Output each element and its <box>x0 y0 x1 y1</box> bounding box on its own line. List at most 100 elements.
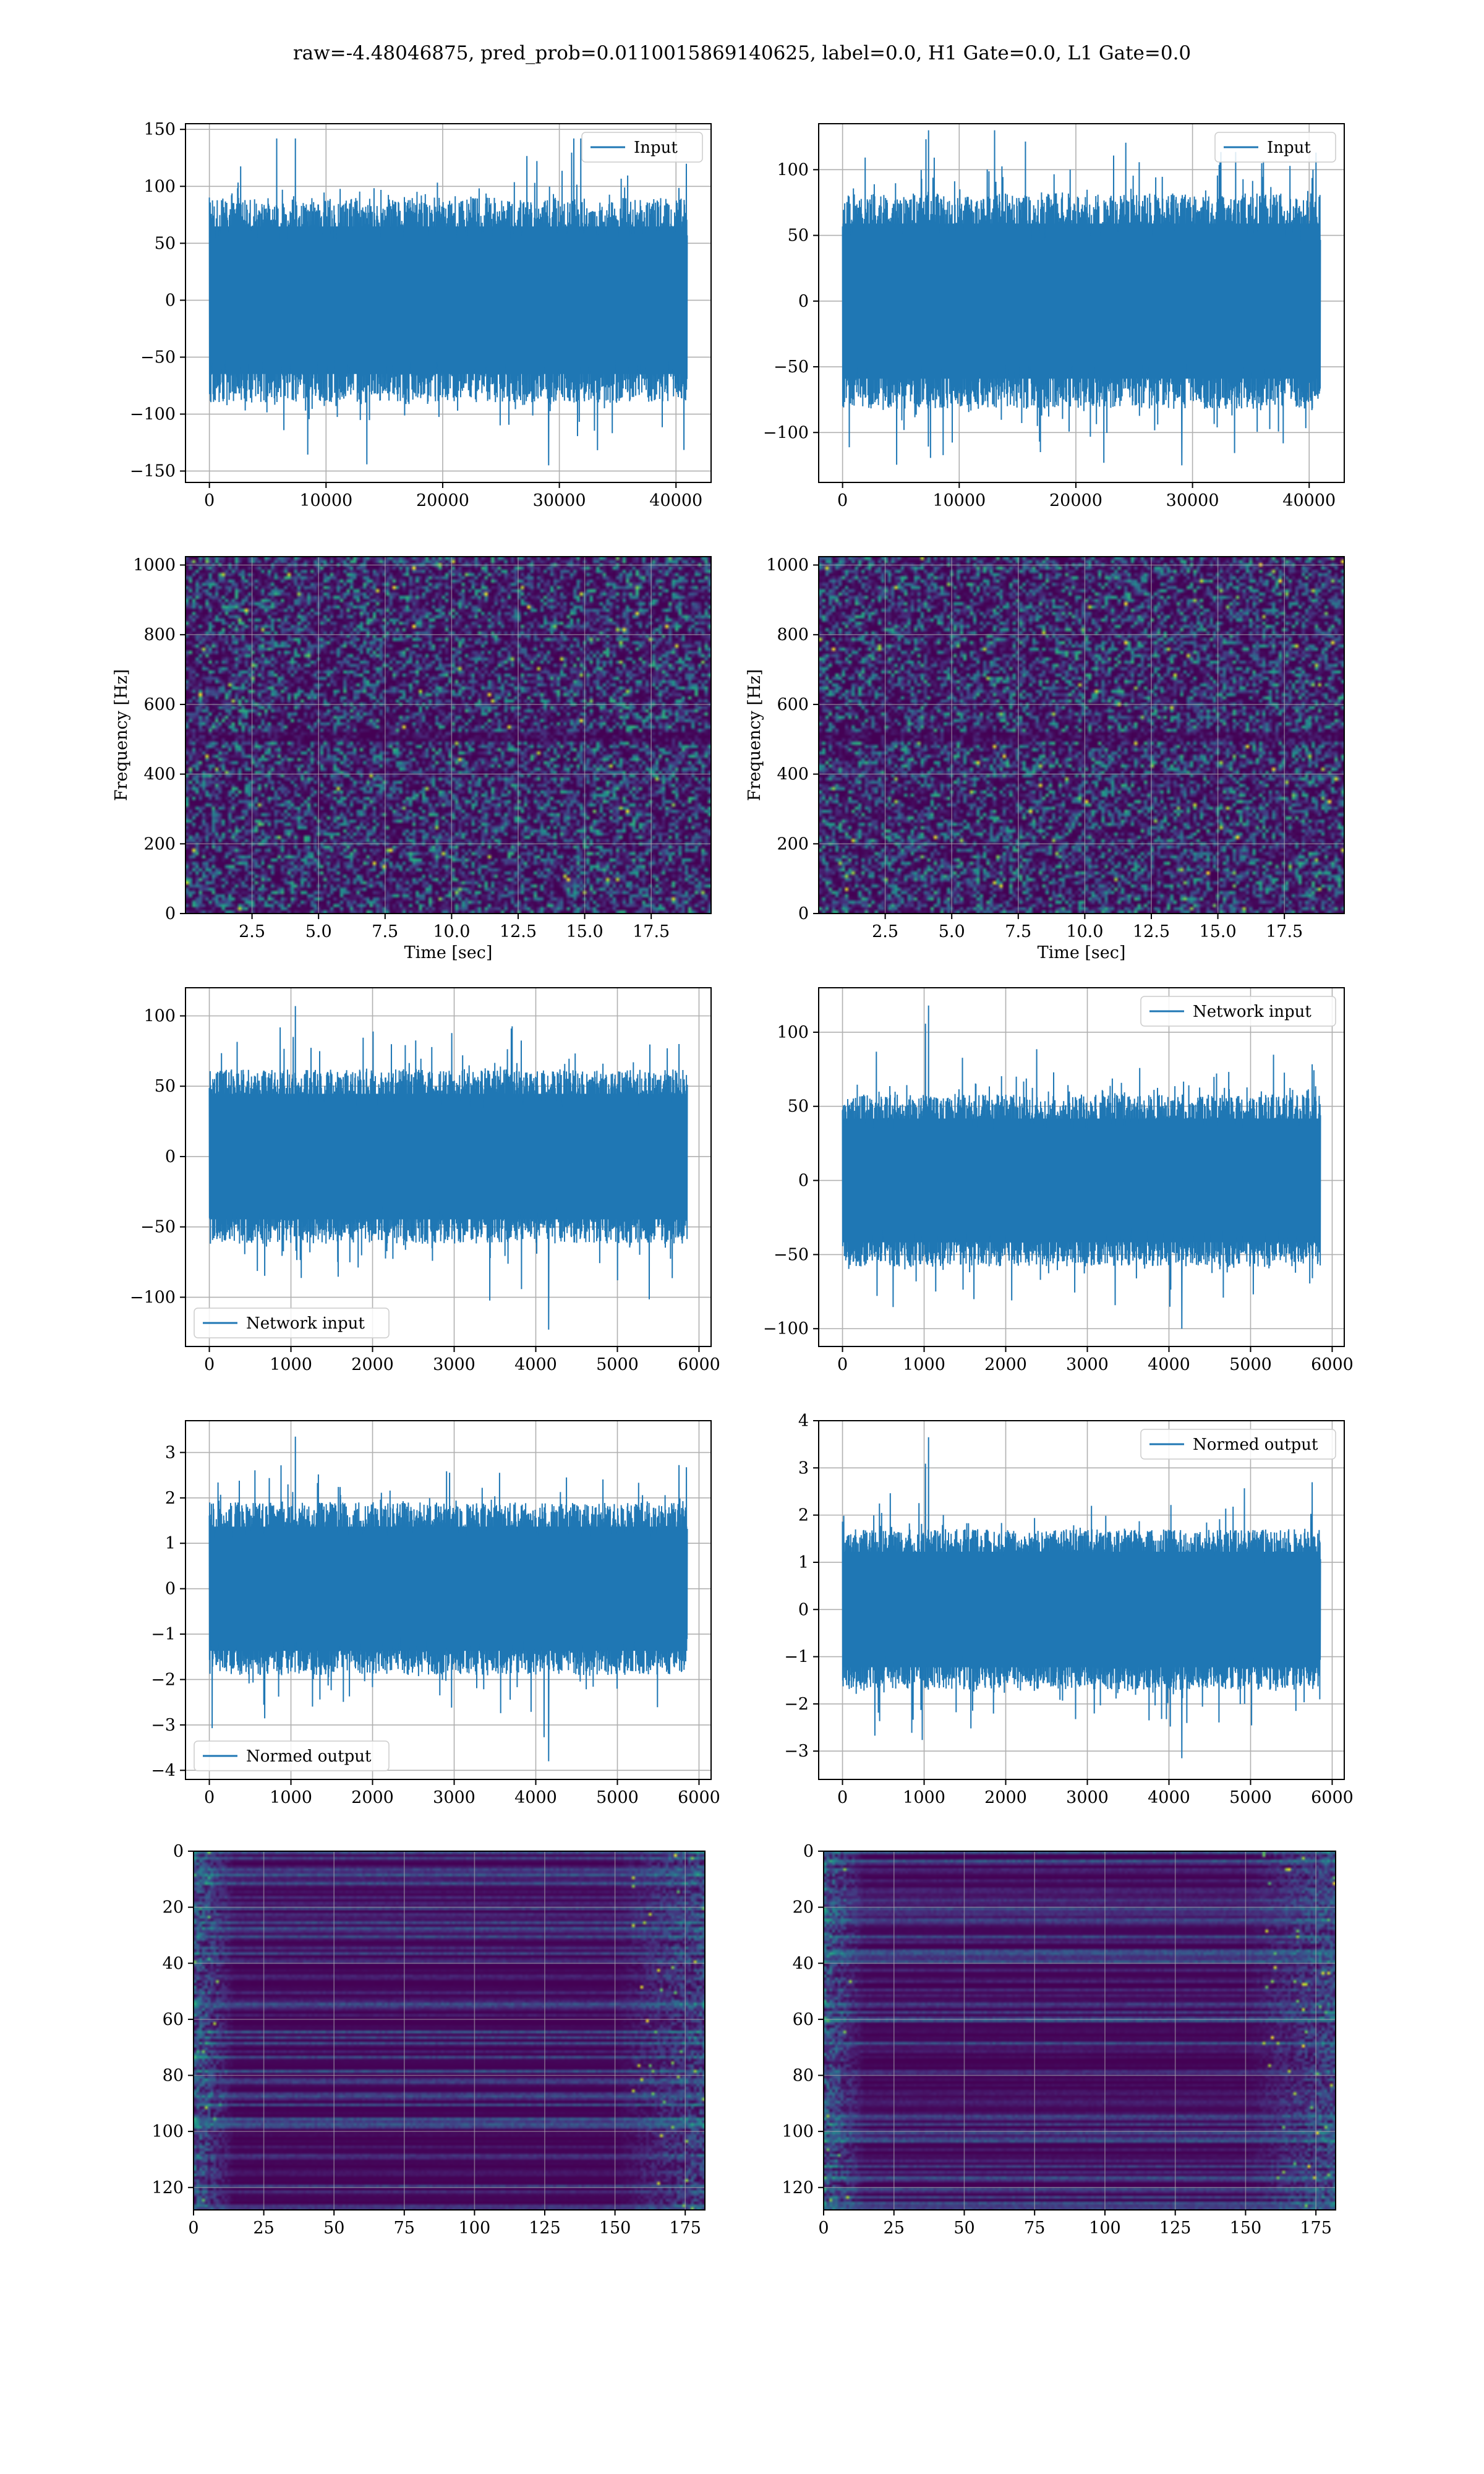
x-tick-label: 10000 <box>299 491 352 510</box>
x-tick-label: 12.5 <box>500 922 537 941</box>
y-tick-label: 100 <box>777 160 809 179</box>
x-tick-label: 40000 <box>1282 491 1336 510</box>
h1-feature-map-heatmap-image <box>194 1851 705 2210</box>
h1-network-input-axes-frame <box>185 987 712 1347</box>
y-tick-label: 2 <box>165 1489 176 1508</box>
y-tick-label: 0 <box>798 904 809 923</box>
y-tick-label: −3 <box>151 1716 176 1735</box>
l1-spectrogram-panel: 2.5 5.0 7.5 10.0 12.5 15.0 17.5 0 200 400 600 800 10… <box>745 556 1345 962</box>
x-tick-label: 40000 <box>649 491 702 510</box>
x-tick-label: 6000 <box>678 1355 720 1374</box>
y-tick-label: 40 <box>793 1954 814 1973</box>
legend-box <box>581 132 703 163</box>
x-tick-label: 5000 <box>596 1788 639 1807</box>
y-tick-label: 200 <box>143 834 176 854</box>
y-tick-label: 0 <box>165 1580 176 1599</box>
l1-spectrogram-axes-frame <box>818 556 1345 914</box>
x-tick-label: 1000 <box>270 1355 312 1374</box>
x-axis-label: Time [sec] <box>404 943 493 962</box>
x-tick-label: 4000 <box>1148 1355 1190 1374</box>
x-tick-label: 100 <box>459 2219 491 2238</box>
y-tick-label: 600 <box>143 695 176 714</box>
y-axis-label: Frequency [Hz] <box>745 669 764 801</box>
x-tick-label: 7.5 <box>1005 922 1031 941</box>
y-tick-label: −50 <box>774 1245 809 1264</box>
x-tick-label: 25 <box>884 2219 905 2238</box>
x-tick-label: 0 <box>837 491 848 510</box>
h1-normed-output-panel: Normed output 0 1000 2000 3000 4000 5000 6000 −4… <box>151 1420 720 1807</box>
h1-spectrogram-heatmap-image <box>186 557 711 914</box>
h1-spectrogram-panel: 2.5 5.0 7.5 10.0 12.5 15.0 17.5 0 200 400 600 800 10… <box>112 556 712 962</box>
h1-input-panel: Input 0 10000 20000 30000 40000 −150 −100 −50 0 50… <box>130 120 712 510</box>
x-tick-label: 1000 <box>903 1355 945 1374</box>
legend-label: Network input <box>1193 1003 1311 1021</box>
l1-normed-output-series-line <box>842 1437 1321 1758</box>
y-tick-label: 2 <box>798 1506 809 1525</box>
y-tick-label: −3 <box>784 1742 809 1761</box>
legend-box <box>194 1740 390 1771</box>
x-tick-label: 0 <box>188 2219 198 2238</box>
legend-box <box>1140 996 1336 1027</box>
x-tick-label: 1000 <box>270 1788 312 1807</box>
y-tick-label: 120 <box>151 2178 184 2198</box>
y-tick-label: 1000 <box>133 556 176 575</box>
y-tick-label: 60 <box>793 2010 814 2029</box>
x-tick-label: 4000 <box>514 1355 557 1374</box>
x-tick-label: 75 <box>394 2219 415 2238</box>
y-tick-label: 100 <box>151 2122 184 2141</box>
y-tick-label: 1 <box>798 1553 809 1572</box>
l1-normed-output-legend: Normed output <box>1140 1429 1336 1460</box>
y-tick-label: −1 <box>784 1648 809 1667</box>
l1-spectrogram-heatmap-image <box>819 557 1344 914</box>
x-tick-label: 75 <box>1024 2219 1045 2238</box>
y-tick-label: 0 <box>803 1842 814 1861</box>
x-tick-label: 6000 <box>1311 1788 1354 1807</box>
l1-normed-output-axes-frame <box>818 1420 1345 1780</box>
l1-network-input-series-line <box>842 1005 1321 1329</box>
x-tick-label: 50 <box>323 2219 344 2238</box>
y-tick-label: −100 <box>130 1288 176 1307</box>
h1-spectrogram-axes-frame <box>185 556 712 914</box>
l1-input-axes-frame <box>818 123 1345 483</box>
y-tick-label: 800 <box>143 625 176 644</box>
x-tick-label: 5000 <box>1229 1788 1272 1807</box>
x-tick-label: 175 <box>669 2219 701 2238</box>
l1-network-input-axes-frame <box>818 987 1345 1347</box>
h1-input-legend: Input <box>581 132 703 163</box>
h1-input-series-line <box>208 138 688 466</box>
y-tick-label: 0 <box>798 1600 809 1619</box>
y-tick-label: 0 <box>798 1171 809 1191</box>
y-tick-label: 600 <box>777 695 809 714</box>
legend-label: Normed output <box>1193 1436 1318 1454</box>
x-tick-label: 150 <box>1230 2219 1262 2238</box>
x-tick-label: 1000 <box>903 1788 945 1807</box>
y-tick-label: 60 <box>163 2010 184 2029</box>
y-tick-label: 100 <box>782 2122 814 2141</box>
x-tick-label: 150 <box>599 2219 631 2238</box>
x-tick-label: 7.5 <box>372 922 398 941</box>
l1-feature-map-axes-frame <box>823 1851 1336 2211</box>
y-tick-label: 20 <box>163 1898 184 1917</box>
h1-normed-output-series-line <box>208 1436 688 1761</box>
x-tick-label: 17.5 <box>1266 922 1303 941</box>
y-tick-label: 1 <box>165 1534 176 1553</box>
l1-input-legend: Input <box>1214 132 1336 163</box>
y-tick-label: 400 <box>777 765 809 784</box>
x-tick-label: 20000 <box>1049 491 1102 510</box>
h1-normed-output-legend: Normed output <box>194 1740 390 1771</box>
x-tick-label: 0 <box>818 2219 829 2238</box>
l1-normed-output-panel: Normed output 0 1000 2000 3000 4000 5000 6000 −3… <box>784 1411 1354 1807</box>
x-tick-label: 0 <box>837 1355 848 1374</box>
x-tick-label: 30000 <box>533 491 586 510</box>
x-tick-label: 5000 <box>596 1355 639 1374</box>
x-tick-label: 15.0 <box>566 922 603 941</box>
y-tick-label: 100 <box>143 1006 176 1025</box>
x-tick-label: 15.0 <box>1200 922 1237 941</box>
y-tick-label: −2 <box>151 1670 176 1689</box>
y-axis-label: Frequency [Hz] <box>112 669 131 801</box>
x-tick-label: 125 <box>529 2219 561 2238</box>
y-tick-label: −50 <box>774 357 809 377</box>
y-tick-label: 50 <box>155 1077 176 1096</box>
